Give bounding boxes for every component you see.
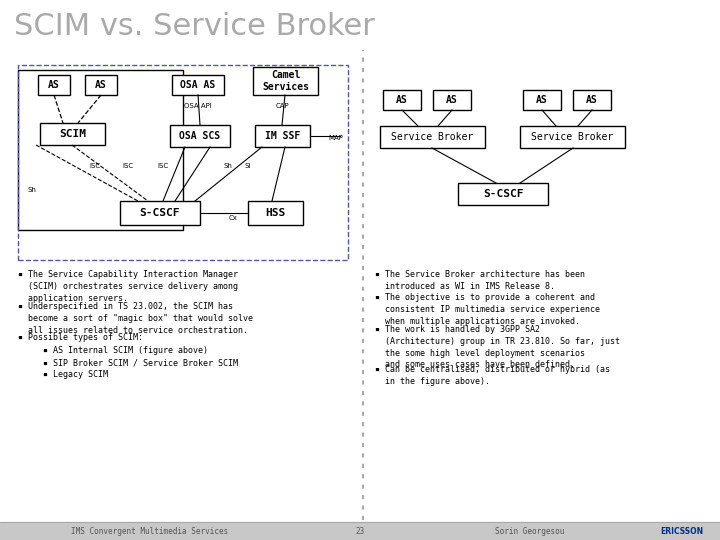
Text: ISC: ISC	[158, 163, 168, 169]
Text: AS: AS	[48, 80, 60, 90]
Bar	[433, 90, 471, 110]
Bar	[0, 522, 720, 540]
Bar	[85, 75, 117, 95]
Text: ▪ The Service Broker architecture has been
  introduced as WI in IMS Release 8.: ▪ The Service Broker architecture has be…	[375, 270, 585, 291]
Text: OSA AS: OSA AS	[181, 80, 215, 90]
Text: ▪ The work is handled by 3GPP SA2
  (Architecture) group in TR 23.810. So far, j: ▪ The work is handled by 3GPP SA2 (Archi…	[375, 325, 620, 369]
Text: ▪ SIP Broker SCIM / Service Broker SCIM: ▪ SIP Broker SCIM / Service Broker SCIM	[18, 358, 238, 367]
Text: Sh: Sh	[224, 163, 233, 169]
Text: IM SSF: IM SSF	[265, 131, 300, 141]
Bar	[38, 75, 70, 95]
Text: ▪ Possible types of SCIM:: ▪ Possible types of SCIM:	[18, 333, 143, 342]
Text: Camel
Services: Camel Services	[262, 70, 309, 92]
Text: OSA SCS: OSA SCS	[179, 131, 220, 141]
Text: CAP: CAP	[276, 103, 289, 109]
Text: AS: AS	[396, 95, 408, 105]
Bar	[523, 90, 561, 110]
Text: AS: AS	[536, 95, 548, 105]
Text: AS: AS	[586, 95, 598, 105]
Text: IMS Convergent Multimedia Services: IMS Convergent Multimedia Services	[71, 526, 229, 536]
Text: ▪ AS Internal SCIM (figure above): ▪ AS Internal SCIM (figure above)	[18, 346, 208, 355]
Text: ERICSSON: ERICSSON	[660, 526, 703, 536]
Text: Service Broker: Service Broker	[392, 132, 474, 142]
Bar	[40, 123, 105, 145]
Bar	[172, 75, 224, 95]
Bar	[18, 70, 183, 230]
Bar	[383, 90, 421, 110]
Bar	[18, 65, 348, 260]
Bar	[253, 67, 318, 95]
Bar	[255, 125, 310, 147]
Text: ▪ Can be centralised, distributed or hybrid (as
  in the figure above).: ▪ Can be centralised, distributed or hyb…	[375, 365, 610, 386]
Bar	[573, 90, 611, 110]
Text: Si: Si	[245, 163, 251, 169]
Text: ▪ Legacy SCIM: ▪ Legacy SCIM	[18, 370, 108, 379]
Text: ISC: ISC	[89, 163, 101, 169]
Text: 23: 23	[356, 526, 364, 536]
Text: MAP: MAP	[328, 135, 343, 141]
Text: S-CSCF: S-CSCF	[482, 189, 523, 199]
Text: S-CSCF: S-CSCF	[140, 208, 180, 218]
Text: Cx: Cx	[228, 215, 238, 221]
Text: HSS: HSS	[266, 208, 286, 218]
Bar	[170, 125, 230, 147]
Bar	[380, 126, 485, 148]
Text: ▪ The Service Capability Interaction Manager
  (SCIM) orchestrates service deliv: ▪ The Service Capability Interaction Man…	[18, 270, 238, 302]
Text: ▪ The objective is to provide a coherent and
  consistent IP multimedia service : ▪ The objective is to provide a coherent…	[375, 293, 600, 326]
Text: SCIM vs. Service Broker: SCIM vs. Service Broker	[14, 12, 375, 41]
Text: AS: AS	[95, 80, 107, 90]
Text: Service Broker: Service Broker	[531, 132, 613, 142]
Bar	[458, 183, 548, 205]
Text: AS: AS	[446, 95, 458, 105]
Bar	[120, 201, 200, 225]
Text: Sorin Georgesou: Sorin Georgesou	[495, 526, 564, 536]
Text: SCIM: SCIM	[59, 129, 86, 139]
Text: Sh: Sh	[28, 187, 37, 193]
Text: ▪ Underspecified in TS 23.002, the SCIM has
  become a sort of "magic box" that : ▪ Underspecified in TS 23.002, the SCIM …	[18, 302, 253, 335]
Text: OSA API: OSA API	[184, 103, 212, 109]
Bar	[248, 201, 303, 225]
Bar	[520, 126, 625, 148]
Text: ISC: ISC	[122, 163, 134, 169]
